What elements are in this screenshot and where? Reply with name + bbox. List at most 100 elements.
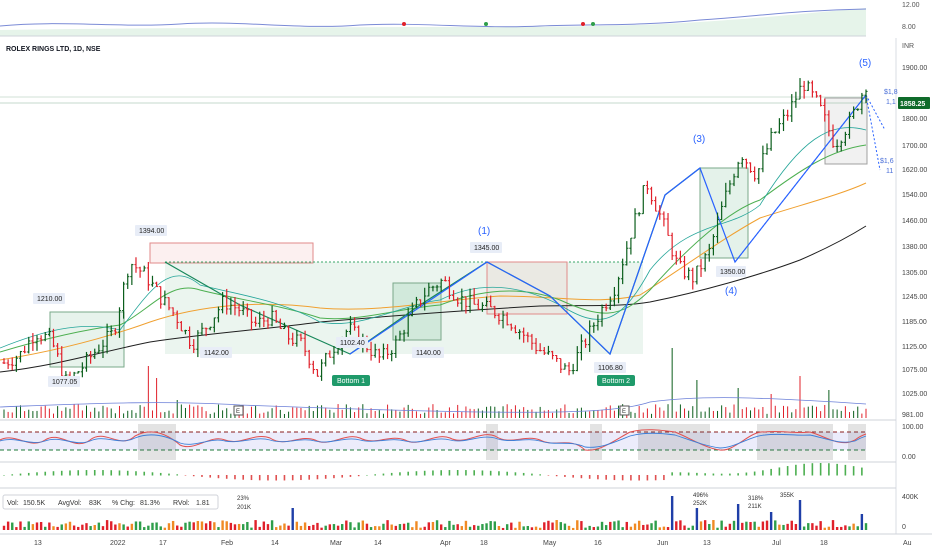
ma-200 — [0, 225, 867, 373]
volume-bar — [815, 525, 818, 530]
volume-bar — [431, 521, 435, 530]
volume-bar — [200, 521, 204, 530]
stats-vol: 150.5K — [23, 500, 46, 507]
histogram-bar — [687, 472, 690, 476]
bottom-1-label: Bottom 1 — [337, 378, 365, 385]
partial-label: $1,8 — [884, 89, 898, 96]
wave-label: (3) — [693, 134, 705, 145]
volume-bar — [798, 500, 802, 530]
volume-bar — [435, 520, 439, 530]
stats-rvol-label: RVol: — [173, 500, 190, 507]
histogram-bar — [267, 475, 269, 481]
price-label-box — [48, 376, 80, 387]
histogram-bar — [36, 472, 38, 476]
histogram-bar — [514, 472, 517, 476]
volume-bar — [840, 526, 843, 530]
histogram-bar — [531, 473, 533, 476]
price-label-box — [412, 347, 444, 358]
time-tick: Apr — [440, 540, 452, 547]
bottom-1-badge — [332, 375, 370, 386]
histogram-bar — [382, 473, 385, 476]
spike-label: 211K — [748, 504, 762, 510]
volume-bar — [844, 525, 847, 530]
stoch-band — [0, 432, 866, 450]
stoch-tick: 0.00 — [902, 454, 916, 461]
spike-label: 201K — [237, 505, 251, 511]
volume-bar — [580, 521, 583, 530]
histogram-bar — [135, 471, 137, 476]
price-labels: 1210.00 1077.05 1394.00 1142.00 1102.40 … — [33, 225, 746, 387]
volume-bar — [629, 526, 633, 530]
histogram-bar — [522, 472, 525, 476]
volume-bar — [19, 521, 22, 530]
price-label-box — [336, 337, 368, 348]
stoch-highlight — [486, 424, 498, 460]
volume-bar — [514, 527, 517, 530]
histogram-bar — [308, 475, 311, 480]
stats-box: Vol: 150.5K AvgVol: 83K % Chg: 81.3% RVo… — [2, 494, 219, 510]
price-label: 1102.40 — [340, 340, 365, 347]
time-tick: 16 — [594, 540, 602, 547]
volume-bar — [159, 526, 162, 530]
volume-bar — [790, 520, 793, 530]
histogram-bar — [654, 475, 657, 481]
price-label-box — [470, 242, 502, 253]
price-tick: 1900.00 — [902, 65, 927, 72]
cup-box-red — [149, 242, 314, 264]
volume-bar — [732, 520, 736, 530]
histogram-bar — [250, 475, 253, 481]
volume-bar — [209, 521, 212, 530]
volume-bar — [295, 521, 299, 530]
stats-vol-label: Vol: — [7, 500, 19, 507]
volume-bar — [23, 526, 26, 530]
volume-bar — [345, 520, 348, 530]
volume-bar — [110, 521, 113, 530]
volume-bar — [406, 522, 410, 530]
histogram-bar — [341, 475, 344, 478]
volume-bar — [687, 527, 690, 530]
partial-label: 11 — [886, 168, 893, 175]
stats-chg: 81.3% — [140, 500, 160, 507]
histogram-bar — [3, 475, 5, 476]
volume-tick: 400K — [902, 494, 919, 501]
volume-bar — [794, 524, 798, 530]
histogram-bar — [803, 463, 805, 476]
price-label-box — [33, 293, 65, 304]
volume-bar — [378, 526, 381, 530]
volume-bar — [633, 523, 637, 530]
volume-bar — [481, 524, 484, 530]
histogram-bar — [176, 474, 179, 476]
histogram-bar — [423, 470, 426, 476]
stoch-d — [0, 432, 867, 449]
histogram-bar — [729, 473, 731, 476]
volume-bar — [761, 521, 765, 530]
volume-bar — [320, 527, 323, 530]
volume-bar — [39, 522, 43, 530]
histogram-bar — [168, 473, 170, 476]
histogram-bar — [456, 470, 459, 476]
histogram-bar — [646, 475, 649, 481]
ma-10 — [0, 127, 867, 349]
volume-bar — [316, 522, 319, 530]
time-tick: 18 — [820, 540, 828, 547]
volume-bar — [11, 522, 14, 530]
volume-bar — [143, 527, 146, 530]
volume-bar — [811, 523, 814, 530]
histogram-bar — [201, 475, 203, 477]
volume-bar — [97, 522, 101, 530]
histogram-bar — [564, 475, 566, 477]
volume-bar — [716, 527, 719, 530]
histogram-bar — [242, 475, 245, 480]
volume-bar — [699, 521, 703, 530]
histogram-bar — [291, 475, 294, 481]
volume-bar — [712, 520, 715, 530]
partial-label: $1,6 — [880, 158, 894, 165]
volume-bar — [332, 524, 336, 530]
price-axis: 1900.00 1800.00 1700.00 1620.00 1540.00 … — [880, 38, 930, 534]
histogram-bar — [316, 475, 319, 480]
histogram-bar — [465, 470, 467, 476]
projection-b — [865, 94, 881, 171]
volume-bar — [802, 526, 806, 530]
histogram-bar — [374, 474, 376, 476]
